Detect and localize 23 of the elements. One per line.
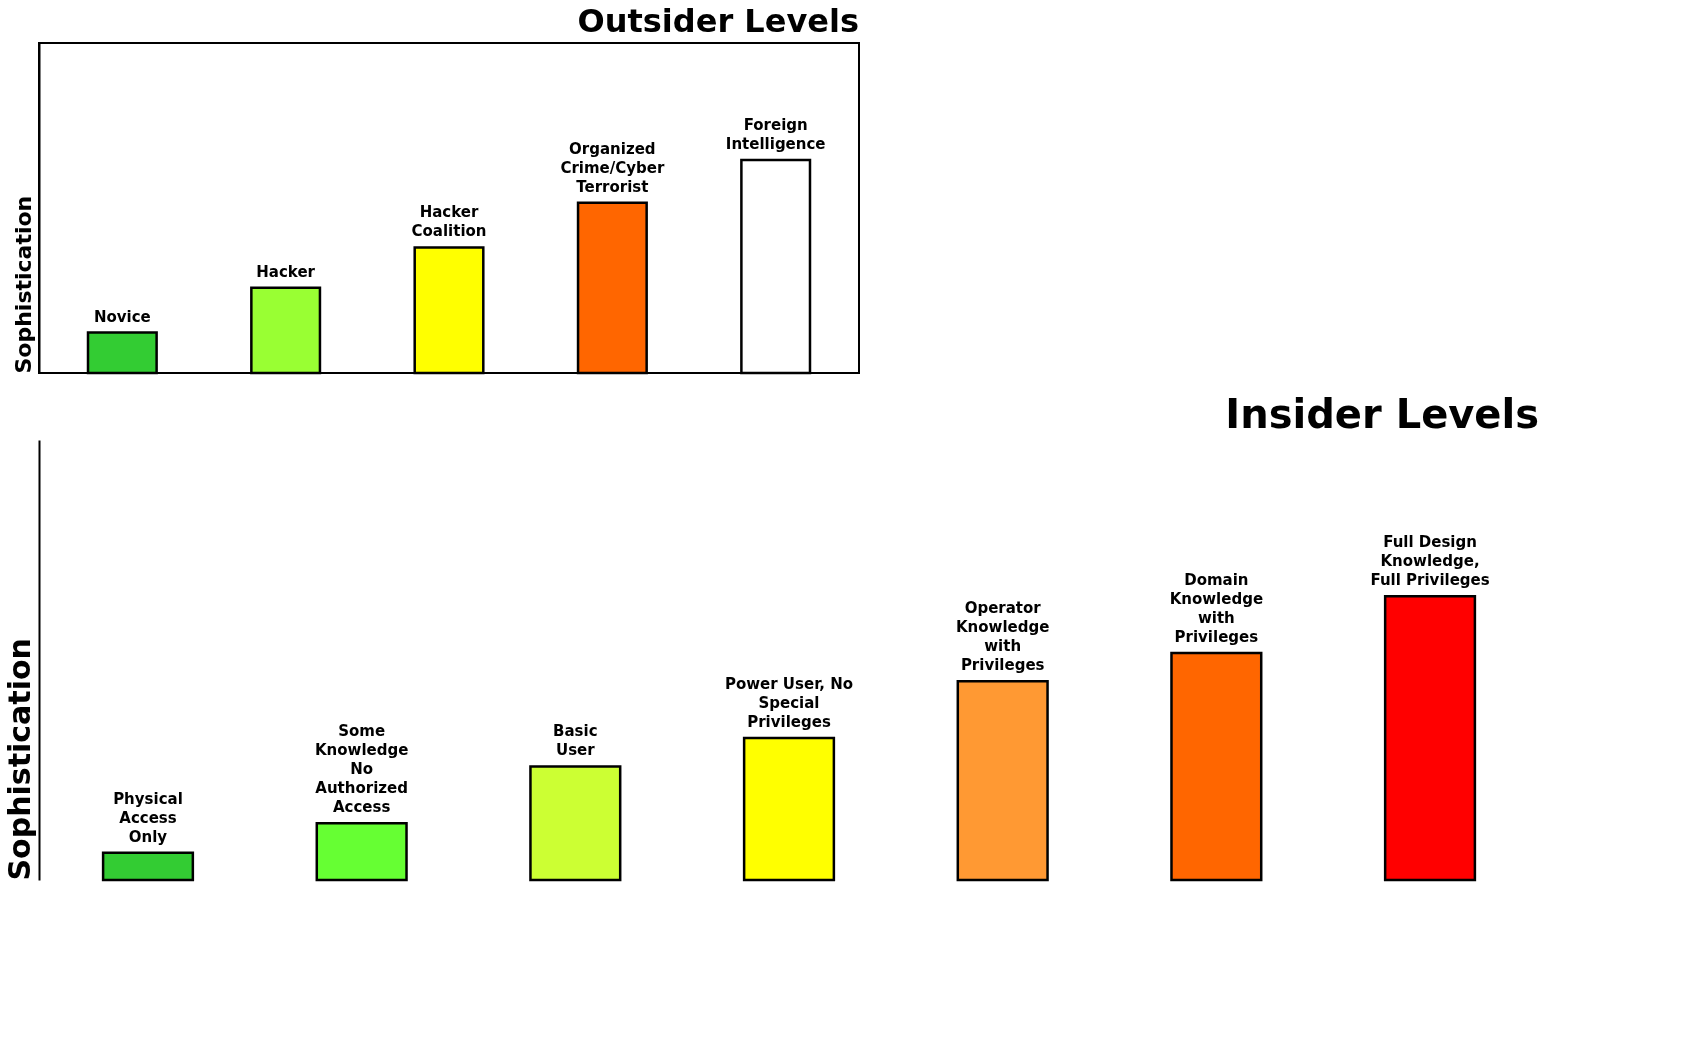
bar — [1170, 651, 1263, 882]
y-axis-title: Sophistication — [10, 195, 36, 374]
y-axis-title: Sophistication — [1, 638, 37, 881]
category-label: Power User, No Special Privileges — [724, 675, 854, 732]
bar — [742, 736, 836, 882]
category-label: Domain Knowledge with Privileges — [1169, 570, 1264, 646]
category-label: Basic User — [553, 722, 598, 760]
bar — [101, 851, 195, 882]
bar — [956, 680, 1049, 882]
x-tick-label: Hacker — [256, 262, 316, 281]
x-tick-label: Hacker Coalition — [411, 203, 487, 241]
chart-title: Insider Levels — [1225, 391, 1539, 437]
bar — [1383, 594, 1477, 882]
chart-title: Outsider Levels — [577, 2, 859, 40]
category-label: Some Knowledge No Authorized Access — [314, 722, 409, 817]
category-label: Full Design Knowledge, Full Privileges — [1370, 533, 1490, 590]
bar — [529, 765, 622, 882]
x-tick-label: Foreign Intelligence — [725, 116, 826, 154]
bar — [315, 821, 408, 882]
category-label: Operator Knowledge with Privileges — [955, 599, 1050, 675]
category-label: Physical Access Only — [113, 789, 183, 846]
x-tick-label: Organized Crime/Cyber Terrorist — [560, 139, 665, 196]
x-tick-label: Novice — [93, 307, 151, 326]
